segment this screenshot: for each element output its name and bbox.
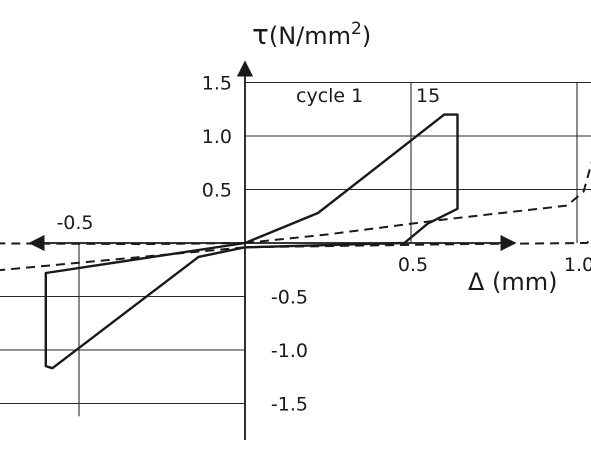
y-tick-label: -1.0 <box>271 340 308 362</box>
y-tick-label: -1.5 <box>271 394 308 416</box>
axes <box>28 60 517 440</box>
grid-lines <box>0 81 591 417</box>
y-tick-label: 0.5 <box>202 180 232 202</box>
series-lines <box>0 113 591 370</box>
series-line-cycle-1 <box>44 113 459 370</box>
y-tick-label: -0.5 <box>271 287 308 309</box>
series-label-15: 15 <box>416 85 440 107</box>
series-label-cycle-1: cycle 1 <box>296 85 363 107</box>
y-tick-label: 1.5 <box>202 73 232 95</box>
x-tick-label: 0.5 <box>398 254 428 276</box>
series-line-cycle-15 <box>0 161 591 272</box>
x-tick-label: 1.0 <box>564 254 591 276</box>
x-tick-label: -0.5 <box>56 212 93 234</box>
x-axis-title: Δ (mm) <box>468 268 558 296</box>
tick-labels: 1.51.00.5-0.5-1.0-1.50.51.0-1.0-0.5cycle… <box>56 73 591 416</box>
y-axis-title: τ(N/mm2) <box>252 18 371 51</box>
y-tick-label: 1.0 <box>202 126 232 148</box>
